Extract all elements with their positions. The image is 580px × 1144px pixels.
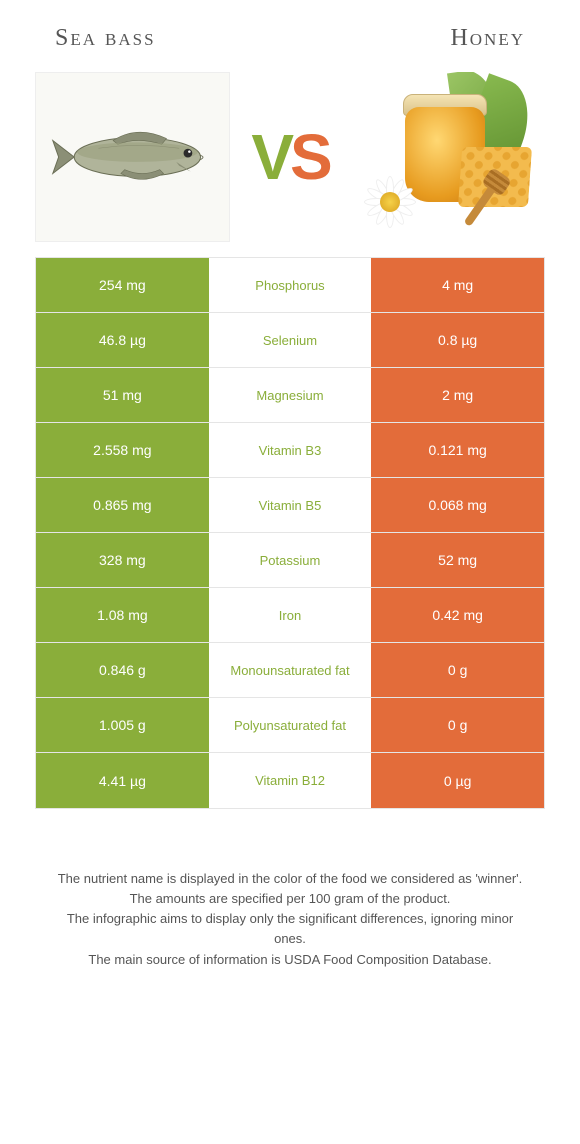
nutrient-label: Monounsaturated fat — [209, 643, 372, 697]
right-value: 0.8 µg — [371, 313, 544, 367]
nutrient-label: Selenium — [209, 313, 372, 367]
nutrient-label: Vitamin B3 — [209, 423, 372, 477]
nutrient-label: Iron — [209, 588, 372, 642]
left-value: 328 mg — [36, 533, 209, 587]
nutrient-label: Polyunsaturated fat — [209, 698, 372, 752]
honey-image — [350, 72, 545, 242]
left-value: 46.8 µg — [36, 313, 209, 367]
nutrient-label: Potassium — [209, 533, 372, 587]
table-row: 1.08 mgIron0.42 mg — [36, 588, 544, 643]
nutrient-label: Magnesium — [209, 368, 372, 422]
vs-s: S — [290, 121, 329, 193]
vs-badge: VS — [251, 120, 328, 194]
vs-v: V — [251, 121, 290, 193]
left-value: 51 mg — [36, 368, 209, 422]
right-value: 52 mg — [371, 533, 544, 587]
left-value: 1.005 g — [36, 698, 209, 752]
table-row: 0.865 mgVitamin B50.068 mg — [36, 478, 544, 533]
nutrient-comparison-table: 254 mgPhosphorus4 mg46.8 µgSelenium0.8 µ… — [35, 257, 545, 809]
footer-line-3: The infographic aims to display only the… — [50, 909, 530, 949]
table-row: 51 mgMagnesium2 mg — [36, 368, 544, 423]
title-left: Sea bass — [55, 25, 156, 52]
table-row: 0.846 gMonounsaturated fat0 g — [36, 643, 544, 698]
right-value: 0 µg — [371, 753, 544, 808]
daisy-flower — [360, 172, 420, 232]
table-row: 1.005 gPolyunsaturated fat0 g — [36, 698, 544, 753]
right-value: 0.42 mg — [371, 588, 544, 642]
left-value: 0.846 g — [36, 643, 209, 697]
nutrient-label: Vitamin B12 — [209, 753, 372, 808]
table-row: 328 mgPotassium52 mg — [36, 533, 544, 588]
fish-illustration — [45, 122, 220, 192]
nutrient-label: Vitamin B5 — [209, 478, 372, 532]
footer-notes: The nutrient name is displayed in the co… — [0, 809, 580, 970]
left-value: 1.08 mg — [36, 588, 209, 642]
title-right: Honey — [450, 25, 525, 52]
right-value: 0 g — [371, 643, 544, 697]
table-row: 2.558 mgVitamin B30.121 mg — [36, 423, 544, 478]
footer-line-2: The amounts are specified per 100 gram o… — [50, 889, 530, 909]
table-row: 4.41 µgVitamin B120 µg — [36, 753, 544, 808]
right-value: 4 mg — [371, 258, 544, 312]
footer-line-1: The nutrient name is displayed in the co… — [50, 869, 530, 889]
footer-line-4: The main source of information is USDA F… — [50, 950, 530, 970]
left-value: 4.41 µg — [36, 753, 209, 808]
right-value: 0.068 mg — [371, 478, 544, 532]
nutrient-label: Phosphorus — [209, 258, 372, 312]
right-value: 2 mg — [371, 368, 544, 422]
right-value: 0.121 mg — [371, 423, 544, 477]
sea-bass-image — [35, 72, 230, 242]
table-row: 46.8 µgSelenium0.8 µg — [36, 313, 544, 368]
left-value: 2.558 mg — [36, 423, 209, 477]
hero-section: VS — [0, 67, 580, 257]
header: Sea bass Honey — [0, 0, 580, 67]
table-row: 254 mgPhosphorus4 mg — [36, 258, 544, 313]
right-value: 0 g — [371, 698, 544, 752]
left-value: 254 mg — [36, 258, 209, 312]
left-value: 0.865 mg — [36, 478, 209, 532]
